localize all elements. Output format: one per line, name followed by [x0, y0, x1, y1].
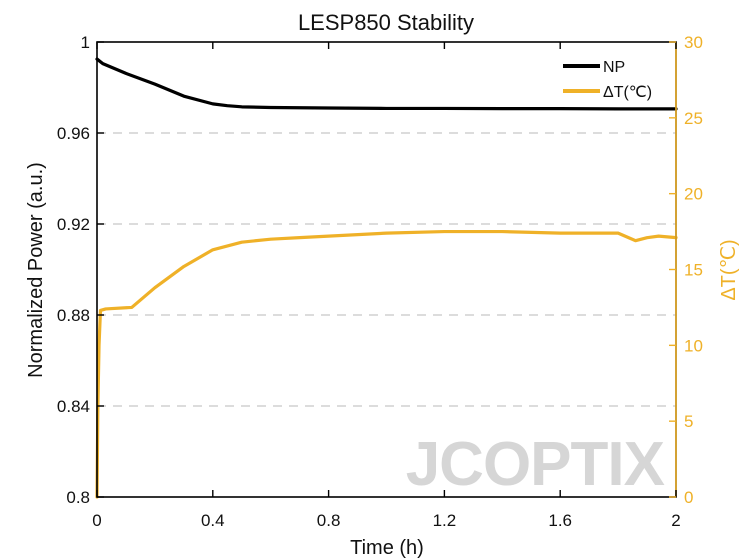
right-y-axis-label: ΔT(℃): [718, 239, 740, 300]
left-y-tick-label: 0.84: [57, 397, 90, 416]
left-y-tick-label: 0.96: [57, 124, 90, 143]
legend-dt-label: ΔT(℃): [603, 84, 652, 101]
right-y-tick-label: 25: [684, 109, 703, 128]
grid: [97, 132, 676, 407]
left-y-axis-label: Normalized Power (a.u.): [25, 162, 47, 378]
x-axis-ticks: 0 0.4 0.8 1.2 1.6 2: [92, 42, 681, 530]
legend: NP ΔT(℃): [563, 59, 652, 101]
x-tick-label: 2: [671, 511, 680, 530]
chart-title: LESP850 Stability: [298, 10, 474, 35]
left-y-axis-ticks: 0.8 0.84 0.88 0.92 0.96 1: [57, 33, 104, 507]
x-tick-label: 1.2: [433, 511, 457, 530]
left-y-tick-label: 1: [81, 33, 90, 52]
right-y-tick-label: 15: [684, 261, 703, 280]
series-layer: [95, 57, 678, 499]
x-tick-label: 0.4: [201, 511, 225, 530]
legend-np-label: NP: [603, 59, 625, 76]
x-axis-label: Time (h): [350, 537, 424, 559]
right-y-tick-label: 5: [684, 412, 693, 431]
right-y-tick-label: 0: [684, 488, 693, 507]
watermark-logo: JCOPTIX: [406, 430, 665, 499]
left-y-tick-label: 0.88: [57, 306, 90, 325]
left-y-tick-label: 0.8: [66, 488, 90, 507]
right-y-tick-label: 20: [684, 185, 703, 204]
right-y-axis-ticks: 0 5 10 15 20 25 30: [669, 33, 703, 507]
x-tick-label: 0: [92, 511, 101, 530]
right-y-tick-label: 10: [684, 336, 703, 355]
series-line-np: [95, 57, 678, 111]
x-tick-label: 1.6: [548, 511, 572, 530]
x-tick-label: 0.8: [317, 511, 341, 530]
right-y-tick-label: 30: [684, 33, 703, 52]
left-y-tick-label: 0.92: [57, 215, 90, 234]
series-line-delta-t: [95, 229, 678, 499]
